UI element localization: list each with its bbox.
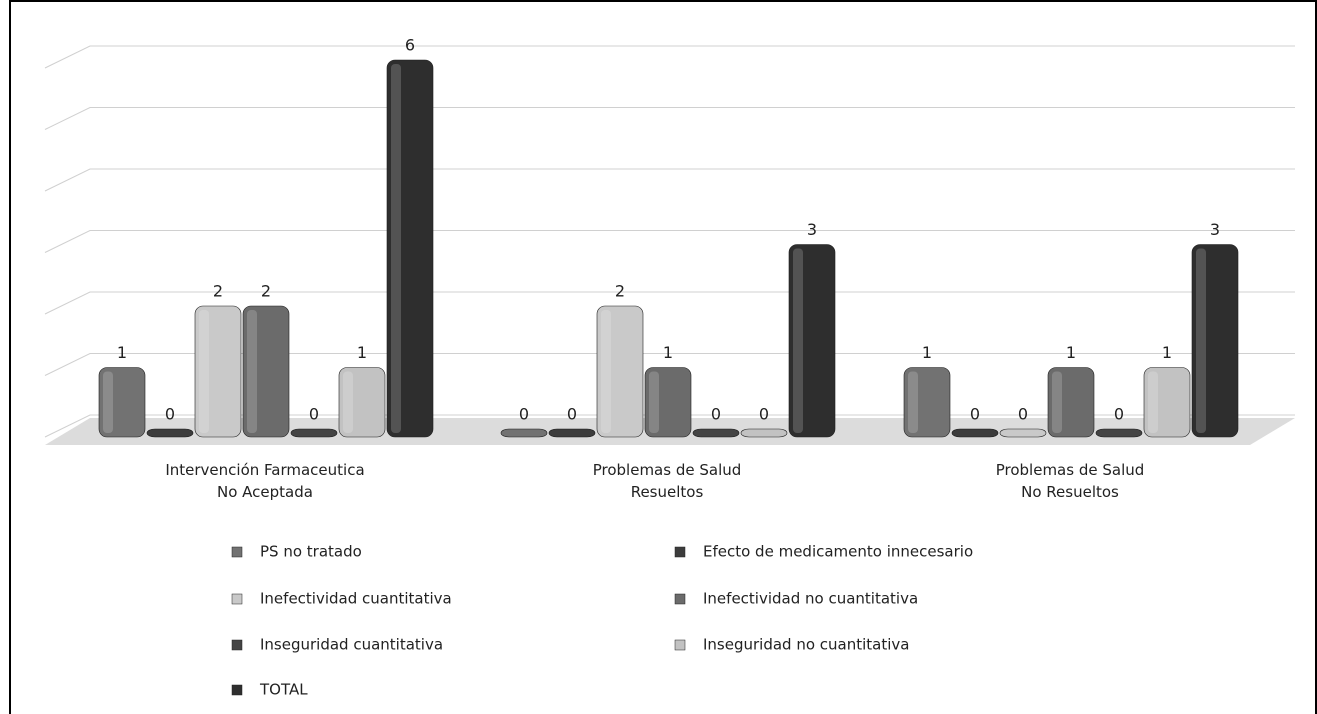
legend-swatch [674,639,686,651]
bar [338,367,386,438]
bar [596,305,644,438]
data-label: 0 [165,405,175,424]
data-label: 0 [567,405,577,424]
bar-highlight [1148,371,1158,433]
legend-swatch [674,546,686,558]
grid-line [44,107,1295,130]
data-label: 2 [261,282,271,301]
bar-highlight [391,64,401,433]
data-label: 0 [759,405,769,424]
data-label: 0 [1114,405,1124,424]
bar [951,428,999,438]
data-label: 0 [1018,405,1028,424]
bar [500,428,548,438]
data-label: 1 [1066,343,1076,362]
bar [1047,367,1095,438]
data-label: 2 [615,282,625,301]
data-label: 0 [519,405,529,424]
bar [146,428,194,438]
bar [1191,244,1239,438]
bar [290,428,338,438]
bar-highlight [103,371,113,433]
bar [644,367,692,438]
bar-highlight [649,371,659,433]
data-label: 1 [922,343,932,362]
bar [98,367,146,438]
bar-highlight [199,310,209,433]
data-label: 6 [405,36,415,55]
bar [548,428,596,438]
data-label: 0 [309,405,319,424]
x-tick-label: Problemas de Salud No Resueltos [996,461,1145,501]
legend-swatch [231,593,243,605]
bar [903,367,951,438]
legend-swatch [231,639,243,651]
legend-swatch [231,684,243,696]
data-label: 2 [213,282,223,301]
legend-swatch [674,593,686,605]
data-label: 1 [663,343,673,362]
grid-line [44,45,1295,69]
data-label: 0 [970,405,980,424]
bar [242,305,290,438]
data-label: 3 [807,220,817,239]
bar [386,59,434,438]
grid-line [44,353,1295,376]
bar-highlight [793,248,803,433]
bar [740,428,788,438]
bar [692,428,740,438]
data-label: 0 [711,405,721,424]
bar-highlight [908,371,918,433]
x-tick-label: Problemas de Salud Resueltos [593,461,742,501]
bar [788,244,836,438]
grid-line [44,168,1295,192]
legend-label: Inefectividad cuantitativa [260,590,452,608]
grid-line [44,414,1295,438]
legend-swatch [231,546,243,558]
data-label: 1 [1162,343,1172,362]
legend-label: Inefectividad no cuantitativa [703,590,918,608]
legend-label: Efecto de medicamento innecesario [703,543,973,561]
legend-label: Inseguridad no cuantitativa [703,636,909,654]
bar-highlight [601,310,611,433]
bar [999,428,1047,438]
legend-label: Inseguridad cuantitativa [260,636,443,654]
grid-line [44,291,1295,315]
bar [194,305,242,438]
frame [9,0,1317,714]
bar [1143,367,1191,438]
bar [1095,428,1143,438]
data-label: 1 [357,343,367,362]
legend-label: PS no tratado [260,543,362,561]
grid-line [44,230,1295,253]
data-label: 3 [1210,220,1220,239]
bar-highlight [1196,248,1206,433]
x-tick-label: Intervención Farmaceutica No Aceptada [165,461,364,501]
data-label: 1 [117,343,127,362]
bar-highlight [343,371,353,433]
legend-label: TOTAL [259,681,308,699]
bar-highlight [247,310,257,433]
bar-highlight [1052,371,1062,433]
